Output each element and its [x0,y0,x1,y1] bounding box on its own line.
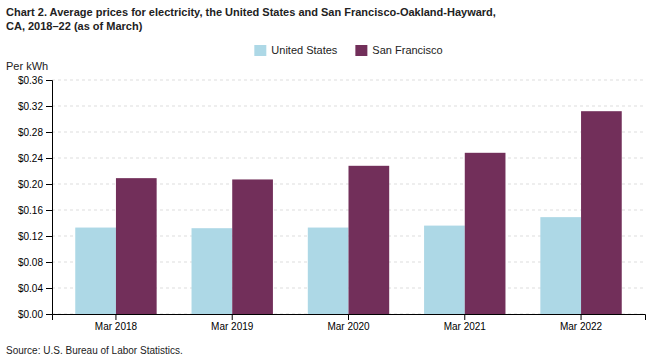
tick-mark [464,314,465,320]
bar [308,228,349,314]
tick-label: $0.16 [18,205,43,216]
tick: $0.36 [18,75,52,86]
tick-mark [46,184,52,185]
tick-mark [46,210,52,211]
legend-swatch [355,45,367,56]
tick-mark [348,314,349,320]
legend-swatch [254,45,266,56]
tick-label: $0.24 [18,153,43,164]
tick-mark [46,262,52,263]
grid-line [52,158,645,159]
tick: $0.16 [18,205,52,216]
legend-label: San Francisco [372,44,442,56]
tick-mark [46,132,52,133]
tick-label: $0.32 [18,101,43,112]
tick-label: $0.36 [18,75,43,86]
tick: $0.08 [18,257,52,268]
tick-label: Mar 2018 [95,321,138,332]
tick: $0.00 [18,309,52,320]
legend-item: United States [254,44,338,56]
tick-mark [46,106,52,107]
plot: $0.00 $0.04 $0.08 $0.12 $0.16 $0.20 $0.24 $0.28… [18,75,646,332]
bar [192,228,233,314]
bar [232,179,273,314]
tick: $0.24 [18,153,52,164]
tick-label: Mar 2020 [327,321,370,332]
y-axis: $0.00 $0.04 $0.08 $0.12 $0.16 $0.20 $0.24 $0.28… [18,75,53,320]
legend-item: San Francisco [355,44,442,56]
tick-label: $0.08 [18,257,43,268]
tick: $0.28 [18,127,52,138]
tick-label: Mar 2019 [211,321,254,332]
tick-label: $0.12 [18,231,43,242]
grid-line [52,80,645,81]
title: Chart 2. Average prices for electricity,… [6,6,496,32]
tick-label: Mar 2021 [444,321,487,332]
tick-mark [115,314,116,320]
grid-line [52,132,645,133]
grid-line [52,106,645,107]
tick-label: $0.28 [18,127,43,138]
bar [465,153,506,314]
chart: Chart 2. Average prices for electricity,… [0,0,661,360]
axis-line [53,315,646,321]
bar [424,226,465,314]
source: Source: U.S. Bureau of Labor Statistics. [6,345,183,356]
axis-line [46,81,53,315]
tick: Mar 2021 [444,314,487,332]
tick-label: Mar 2022 [560,321,603,332]
tick-mark [46,158,52,159]
legend: United States San Francisco [254,44,442,56]
tick: Mar 2018 [95,314,138,332]
tick: Mar 2019 [211,314,254,332]
bar [75,228,116,314]
x-axis: Mar 2018 Mar 2019 Mar 2020 Mar 2021 Mar 2022 [53,314,646,332]
tick-mark [581,314,582,320]
tick: $0.04 [18,283,52,294]
bar [581,111,622,314]
tick-label: $0.04 [18,283,43,294]
y-label: Per kWh [6,60,48,72]
bar [540,217,581,314]
bars [75,111,621,314]
tick-mark [46,236,52,237]
grid [52,80,645,314]
tick: Mar 2022 [560,314,603,332]
tick: Mar 2020 [327,314,370,332]
tick-label: $0.00 [18,309,43,320]
tick-mark [232,314,233,320]
tick: $0.32 [18,101,52,112]
tick-mark [46,80,52,81]
bar [116,178,157,314]
tick: $0.12 [18,231,52,242]
series [116,111,622,314]
tick-mark [46,288,52,289]
bar [349,166,390,314]
tick-mark [46,314,52,315]
tick-label: $0.20 [18,179,43,190]
tick: $0.20 [18,179,52,190]
legend-label: United States [271,44,338,56]
